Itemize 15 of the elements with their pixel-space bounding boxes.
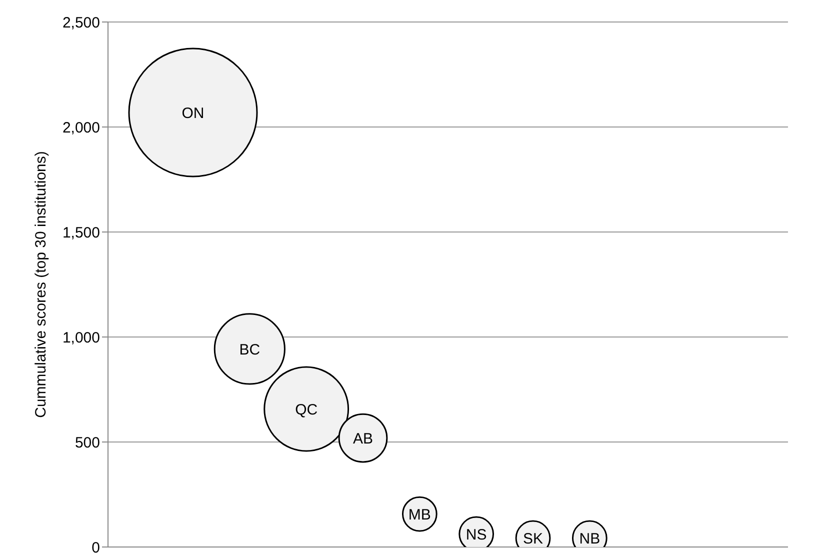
annotation: SK (522, 530, 544, 548)
annotation: MB (408, 506, 431, 524)
annotation: QC (295, 401, 318, 418)
y-axis-title: Cummulative scores (top 30 institutions) (32, 151, 50, 418)
annotation: NS (466, 526, 487, 544)
annotation: NB (579, 530, 600, 548)
y-tick-label: 1,500 (62, 224, 100, 242)
annotation: ON (182, 104, 204, 122)
y-tick-label: 2,000 (62, 119, 100, 136)
y-tick-label: 500 (74, 434, 100, 452)
y-tick-label: 0 (92, 539, 100, 553)
annotation: BC (239, 341, 260, 358)
y-tick-label: 2,500 (62, 14, 100, 32)
y-tick-label: 1,000 (62, 329, 100, 346)
annotation: AB (352, 430, 374, 448)
